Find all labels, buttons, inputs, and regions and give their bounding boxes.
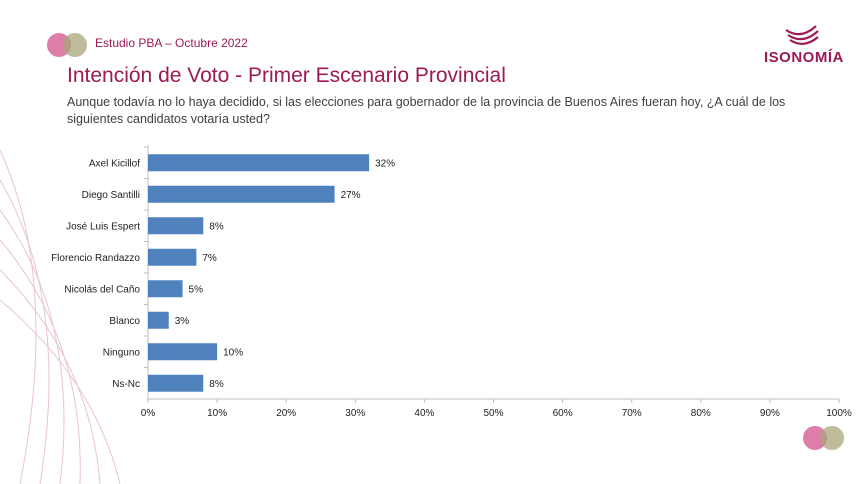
x-tick-label: 10% xyxy=(207,408,227,419)
page-title: Intención de Voto - Primer Escenario Pro… xyxy=(67,64,506,87)
x-tick-label: 100% xyxy=(826,408,852,419)
category-label: Blanco xyxy=(109,316,140,327)
category-label: Ns-Nc xyxy=(112,379,140,390)
data-label: 3% xyxy=(175,316,190,327)
x-tick-label: 50% xyxy=(483,408,503,419)
x-tick-label: 90% xyxy=(760,408,780,419)
bar xyxy=(148,343,218,361)
survey-question: Aunque todavía no lo haya decidido, si l… xyxy=(67,95,786,126)
category-label: Ninguno xyxy=(103,347,141,358)
bar xyxy=(148,154,370,172)
data-label: 5% xyxy=(189,284,204,295)
header-logo-circles xyxy=(47,33,87,57)
data-label: 32% xyxy=(375,158,395,169)
x-tick-label: 60% xyxy=(553,408,573,419)
bar xyxy=(148,217,204,235)
data-label: 8% xyxy=(209,221,224,232)
x-tick-label: 70% xyxy=(622,408,642,419)
category-label: Axel Kicillof xyxy=(89,158,140,169)
bar xyxy=(148,280,183,298)
data-label: 7% xyxy=(202,253,217,264)
brand-name: ISONOMÍA xyxy=(764,49,844,66)
x-tick-label: 0% xyxy=(141,408,156,419)
bar-chart: Axel Kicillof 32% Diego Santilli 27% José Lu… xyxy=(51,145,852,419)
isonomia-logo-icon xyxy=(785,25,819,45)
category-label: Florencio Randazzo xyxy=(51,253,140,264)
x-tick-label: 20% xyxy=(276,408,296,419)
category-label: Nicolás del Caño xyxy=(64,284,140,295)
category-label: José Luis Espert xyxy=(66,221,140,232)
data-label: 8% xyxy=(209,379,224,390)
category-label: Diego Santilli xyxy=(82,190,140,201)
bar xyxy=(148,185,335,203)
bar xyxy=(148,311,169,329)
x-tick-label: 30% xyxy=(345,408,365,419)
bar xyxy=(148,248,197,266)
footer-logo-circles xyxy=(803,426,844,450)
study-label: Estudio PBA – Octubre 2022 xyxy=(95,36,248,50)
x-tick-label: 80% xyxy=(691,408,711,419)
bar xyxy=(148,374,204,392)
x-tick-label: 40% xyxy=(414,408,434,419)
data-label: 27% xyxy=(341,190,361,201)
data-label: 10% xyxy=(223,347,243,358)
